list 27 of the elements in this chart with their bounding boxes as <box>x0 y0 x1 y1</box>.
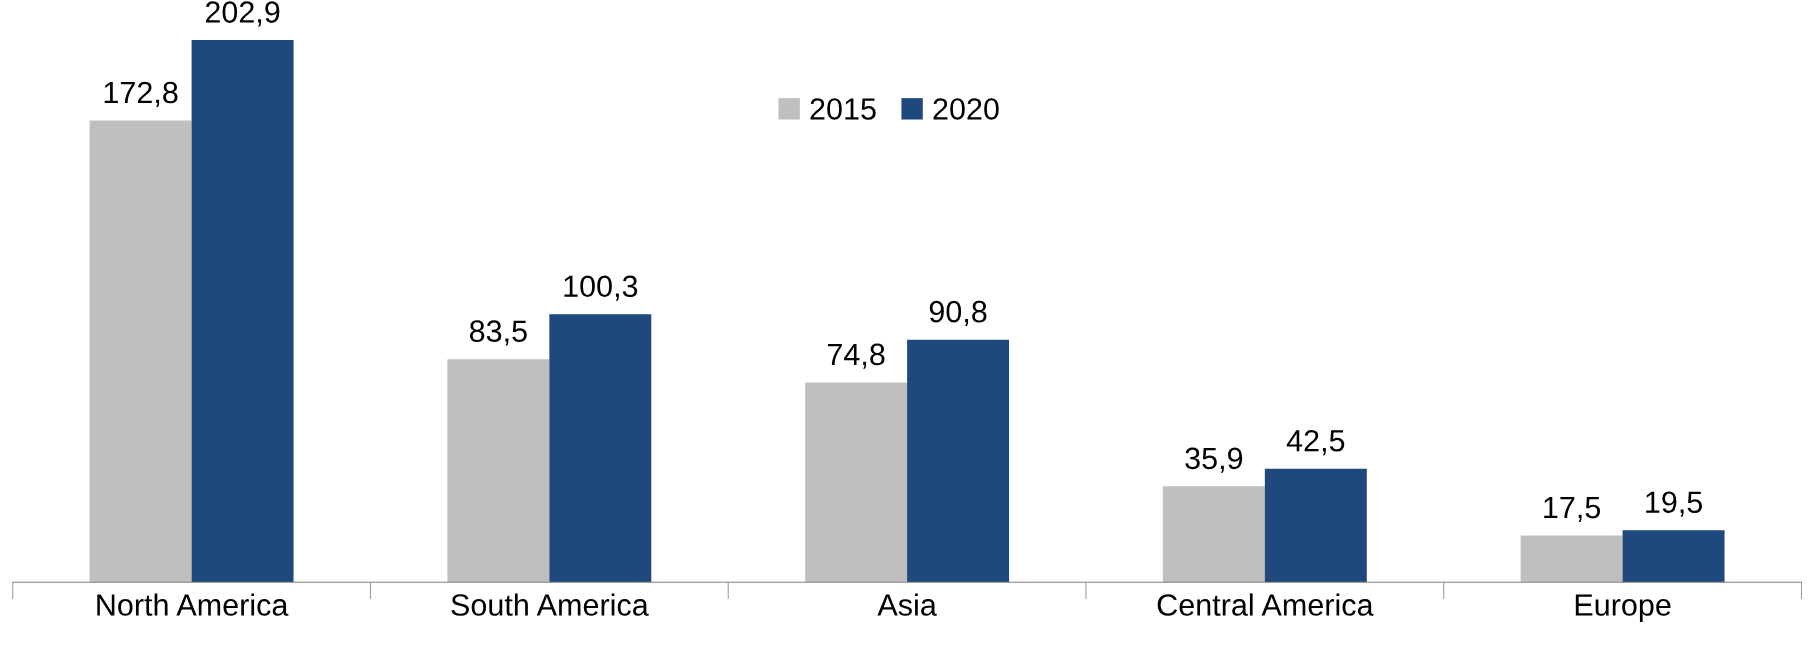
data-label: 19,5 <box>1646 491 1703 517</box>
bar <box>1520 535 1623 583</box>
bar <box>549 314 652 583</box>
x-tick-label: North America <box>97 593 289 616</box>
x-tick-label: South America <box>451 593 649 616</box>
bar <box>1162 486 1265 583</box>
data-label: 172,8 <box>104 81 178 107</box>
bar <box>447 359 550 583</box>
data-label: 83,5 <box>469 320 527 346</box>
bar <box>191 40 294 583</box>
data-label: 202,9 <box>205 1 280 27</box>
data-label: 17,5 <box>1544 497 1601 522</box>
x-tick-label: Central America <box>1157 593 1374 616</box>
x-tick-label: Asia <box>877 593 937 616</box>
legend-label: 2015 <box>810 98 876 120</box>
bar <box>1264 468 1367 583</box>
bar <box>805 382 908 583</box>
x-tick-label: Europe <box>1575 594 1671 622</box>
bar <box>1622 530 1725 583</box>
bar <box>89 120 192 583</box>
data-label: 74,8 <box>827 343 885 369</box>
data-label: 35,9 <box>1185 447 1243 473</box>
bar <box>907 339 1010 583</box>
legend-label: 2020 <box>933 98 999 120</box>
data-label: 90,8 <box>929 300 987 327</box>
data-label: 42,5 <box>1286 429 1345 456</box>
data-label: 100,3 <box>564 275 638 301</box>
